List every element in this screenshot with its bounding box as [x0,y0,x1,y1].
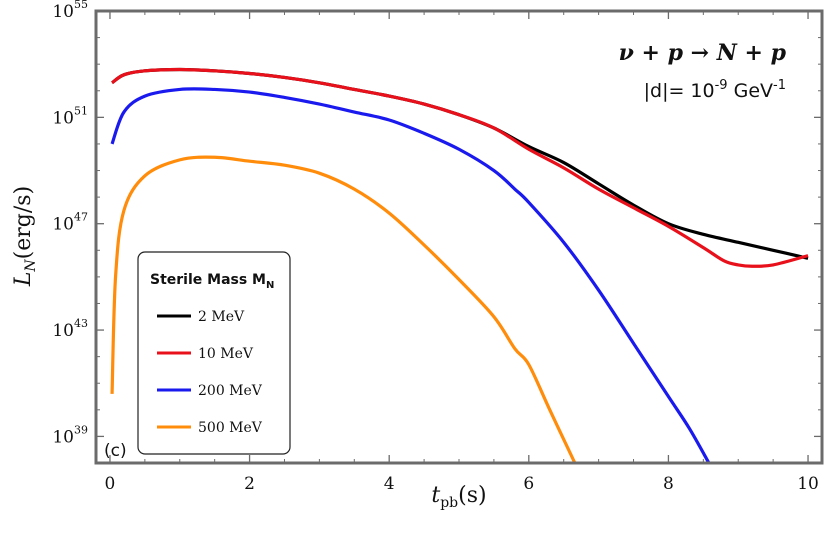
x-tick-label: 0 [105,474,116,494]
dipole-unit-exponent: -1 [773,78,786,93]
legend-label-200-mev: 200 MeV [198,383,263,399]
x-tick-label: 8 [663,474,674,494]
x-axis-label-unit: (s) [458,483,486,508]
x-axis-label: tpb(s) [431,483,486,511]
series-line-10-mev [111,67,809,268]
x-axis-label-sub: pb [440,495,458,511]
x-tick-label: 4 [384,474,395,494]
process-annotation: ν + p → N + p [619,40,787,66]
series-line-500-mev [110,155,577,463]
dipole-exponent: -9 [715,78,728,93]
y-tick-label: 1039 [52,423,88,447]
dipole-annotation: |d|= 10-9 GeV-1 [644,78,786,102]
x-tick-label: 6 [523,474,534,494]
legend-label-10-mev: 10 MeV [198,346,254,362]
y-axis-label-main: L [11,272,36,288]
dipole-unit: GeV [728,80,773,102]
legend-label-500-mev: 500 MeV [198,420,263,436]
legend-title-sub: N [266,280,274,291]
series-line-200-mev [110,87,711,463]
tick-layer: 0 2 4 6 8 10 1039 1043 1047 1051 1055 [52,0,822,494]
legend-title: Sterile Mass MN [150,272,274,291]
legend-box [137,251,291,455]
legend-label-2-mev: 2 MeV [198,309,245,325]
y-tick-label: 1043 [52,317,88,341]
legend-items: 2 MeV 10 MeV 200 MeV 500 MeV [157,309,263,436]
legend-title-main: Sterile Mass M [150,272,266,288]
dipole-label: |d|= 10 [644,80,715,102]
x-tick-label: 10 [797,474,819,494]
y-axis-label: LN(erg/s) [11,186,39,287]
y-tick-label: 1055 [52,0,88,22]
series-layer [110,67,809,463]
y-tick-label: 1047 [52,211,88,235]
y-tick-label: 1051 [52,104,88,128]
x-axis-label-main: t [431,483,440,508]
y-axis-label-sub: N [23,259,39,273]
legend: Sterile Mass MN 2 MeV 10 MeV 200 MeV 500 Me… [137,251,291,455]
y-axis-label-unit: (erg/s) [11,186,36,260]
panel-label: (c) [104,441,127,461]
x-tick-label: 2 [244,474,255,494]
plot-frame [94,9,824,465]
